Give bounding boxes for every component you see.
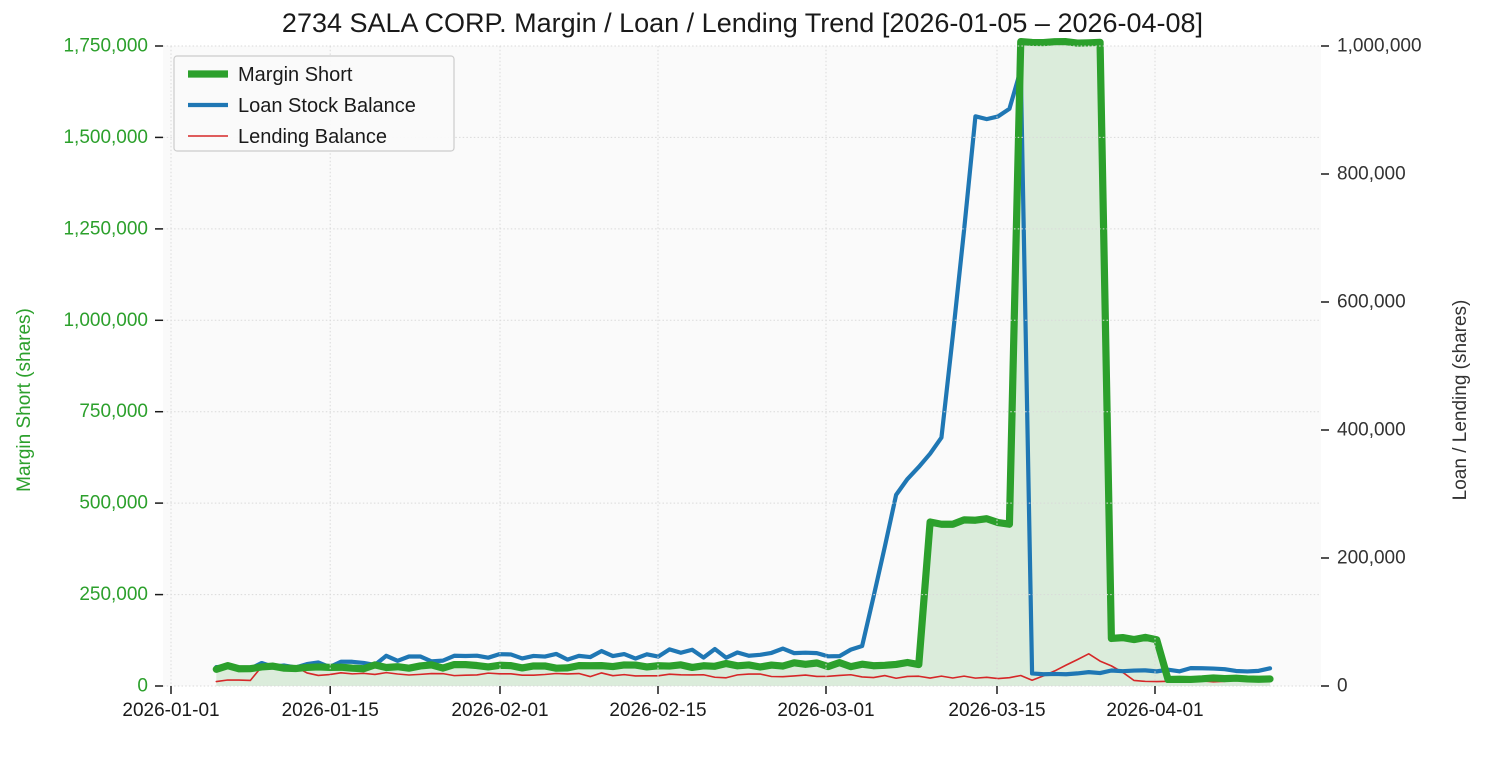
svg-text:750,000: 750,000 [79, 401, 148, 422]
svg-text:Lending Balance: Lending Balance [238, 126, 387, 148]
svg-text:250,000: 250,000 [79, 584, 148, 605]
svg-text:500,000: 500,000 [79, 493, 148, 514]
svg-text:Margin Short: Margin Short [238, 64, 353, 86]
svg-text:800,000: 800,000 [1337, 164, 1406, 185]
svg-text:0: 0 [1337, 676, 1348, 697]
svg-text:2026-04-01: 2026-04-01 [1106, 700, 1203, 721]
svg-text:1,000,000: 1,000,000 [63, 310, 148, 331]
svg-text:1,250,000: 1,250,000 [63, 218, 148, 239]
svg-text:2026-01-15: 2026-01-15 [282, 700, 379, 721]
svg-text:2026-02-01: 2026-02-01 [451, 700, 548, 721]
svg-text:400,000: 400,000 [1337, 420, 1406, 441]
svg-text:600,000: 600,000 [1337, 292, 1406, 313]
svg-text:200,000: 200,000 [1337, 548, 1406, 569]
svg-text:Margin Short (shares): Margin Short (shares) [14, 308, 35, 492]
svg-text:2026-02-15: 2026-02-15 [609, 700, 706, 721]
svg-text:0: 0 [137, 676, 148, 697]
svg-text:2026-01-01: 2026-01-01 [122, 700, 219, 721]
svg-text:2026-03-15: 2026-03-15 [948, 700, 1045, 721]
svg-text:Loan / Lending (shares): Loan / Lending (shares) [1450, 300, 1471, 501]
svg-text:Loan Stock Balance: Loan Stock Balance [238, 95, 416, 117]
svg-text:1,500,000: 1,500,000 [63, 127, 148, 148]
svg-text:2026-03-01: 2026-03-01 [777, 700, 874, 721]
